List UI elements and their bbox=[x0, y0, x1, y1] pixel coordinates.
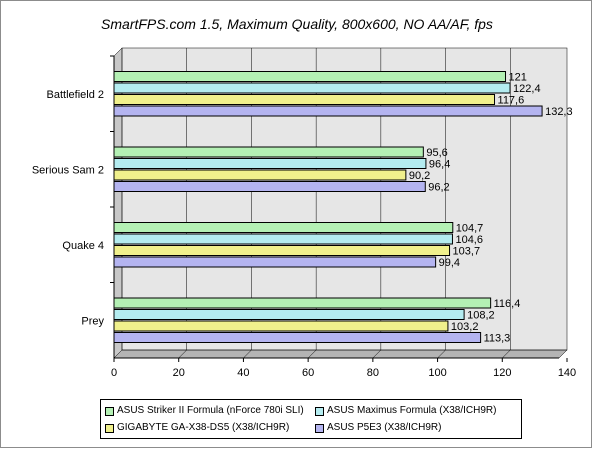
bar bbox=[113, 233, 453, 245]
category-label: Prey bbox=[81, 315, 104, 327]
data-label: 90,2 bbox=[409, 170, 430, 182]
legend-label: ASUS Striker II Formula (nForce 780i SLI… bbox=[117, 405, 304, 416]
legend-label: ASUS Maximus Formula (X38/ICH9R) bbox=[327, 405, 497, 416]
data-label: 103,7 bbox=[453, 246, 481, 258]
bar bbox=[113, 71, 507, 82]
x-tick-label: 120 bbox=[493, 367, 511, 379]
data-label: 103,2 bbox=[451, 321, 479, 333]
legend-label: GIGABYTE GA-X38-DS5 (X38/ICH9R) bbox=[117, 422, 290, 433]
data-label: 132,3 bbox=[545, 106, 573, 118]
bar bbox=[113, 158, 427, 169]
x-tick-label: 0 bbox=[111, 367, 117, 379]
data-label: 104,6 bbox=[455, 234, 483, 246]
x-tick-label: 60 bbox=[302, 367, 314, 379]
legend-label: ASUS P5E3 (X38/ICH9R) bbox=[327, 422, 442, 433]
legend-swatch bbox=[315, 407, 324, 416]
data-label: 113,3 bbox=[484, 333, 511, 345]
legend-swatch bbox=[315, 424, 324, 433]
bar bbox=[113, 94, 496, 105]
bar bbox=[113, 309, 465, 320]
gridline-floor bbox=[437, 349, 446, 359]
chart-legend: ASUS Striker II Formula (nForce 780i SLI… bbox=[100, 399, 522, 439]
plot-floor bbox=[113, 349, 568, 359]
x-tick-label: 100 bbox=[428, 367, 446, 379]
bar bbox=[113, 332, 482, 343]
data-label: 122,4 bbox=[513, 83, 541, 95]
bar bbox=[113, 146, 424, 158]
legend-swatch bbox=[105, 407, 114, 416]
x-tick-label: 140 bbox=[558, 367, 576, 379]
gridline-floor bbox=[372, 349, 382, 359]
legend-swatch bbox=[105, 424, 114, 433]
gridline-floor bbox=[178, 349, 187, 359]
bar bbox=[113, 320, 449, 332]
data-label: 117,6 bbox=[498, 95, 525, 107]
data-label: 108,2 bbox=[467, 310, 495, 322]
data-label: 96,4 bbox=[429, 159, 450, 171]
data-label: 116,4 bbox=[494, 298, 521, 310]
bar bbox=[113, 256, 437, 268]
plot-wall bbox=[114, 48, 567, 358]
bar bbox=[113, 82, 511, 94]
category-label: Quake 4 bbox=[62, 240, 104, 252]
data-label: 121 bbox=[509, 72, 527, 84]
category-label: Serious Sam 2 bbox=[32, 164, 104, 176]
data-label: 96,2 bbox=[428, 182, 449, 194]
gridline-floor bbox=[307, 349, 317, 359]
gridline-floor bbox=[502, 349, 511, 359]
x-tick-label: 20 bbox=[173, 367, 185, 379]
bar bbox=[113, 181, 426, 192]
plot-border bbox=[121, 47, 568, 351]
x-tick-label: 80 bbox=[367, 367, 379, 379]
bar bbox=[113, 169, 407, 181]
bar bbox=[113, 245, 451, 256]
data-label: 99,4 bbox=[439, 257, 460, 269]
gridline-floor bbox=[243, 349, 252, 359]
bar bbox=[113, 105, 543, 117]
data-label: 104,7 bbox=[456, 223, 484, 235]
bar bbox=[113, 297, 492, 309]
category-label: Battlefield 2 bbox=[47, 89, 104, 101]
bar bbox=[113, 222, 454, 233]
x-tick-label: 40 bbox=[237, 367, 249, 379]
data-label: 95,6 bbox=[426, 147, 447, 159]
chart-title: SmartFPS.com 1.5, Maximum Quality, 800x6… bbox=[101, 16, 493, 32]
